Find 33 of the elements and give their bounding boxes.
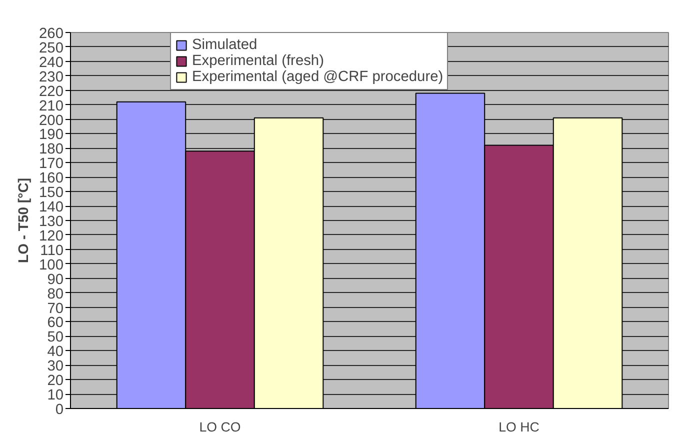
y-tick-label: 50 [47, 330, 64, 346]
y-tick-label: 130 [39, 214, 64, 230]
y-tick-label: 240 [39, 54, 64, 71]
y-tick-label: 170 [39, 156, 64, 172]
y-tick-label: 260 [39, 26, 64, 42]
y-tick-label: 120 [39, 228, 64, 244]
y-tick-label: 140 [39, 200, 64, 216]
y-tick-label: 70 [47, 300, 64, 317]
y-tick-label: 40 [47, 344, 64, 360]
y-tick-label: 250 [39, 40, 64, 56]
y-tick-label: 80 [47, 286, 64, 302]
y-tick-label: 160 [39, 170, 64, 187]
y-tick-label: 110 [40, 242, 64, 259]
y-tick-label: 10 [47, 388, 64, 404]
y-tick-label: 220 [39, 84, 64, 100]
y-tick-label: 90 [47, 272, 64, 288]
y-tick-label: 0 [55, 402, 64, 418]
y-tick-label: 30 [47, 358, 64, 375]
y-axis-title: LO - T50 [°C] [15, 178, 32, 263]
x-tick-label: LO CO [199, 420, 241, 434]
y-tick-label: 180 [39, 142, 64, 158]
legend-label: Simulated [192, 37, 258, 53]
y-tick-label: 60 [47, 315, 64, 332]
y-tick-label: 200 [39, 112, 64, 129]
legend-label: Experimental (fresh) [192, 53, 324, 69]
y-tick-label: 100 [39, 257, 64, 274]
y-tick-label: 210 [39, 98, 64, 114]
y-tick-label: 190 [39, 127, 64, 144]
y-tick-label: 20 [47, 373, 64, 390]
y-tick-label: 230 [39, 69, 64, 86]
y-tick-label: 150 [39, 185, 64, 202]
legend-label: Experimental (aged @CRF procedure) [192, 69, 444, 85]
x-tick-label: LO HC [498, 420, 540, 434]
